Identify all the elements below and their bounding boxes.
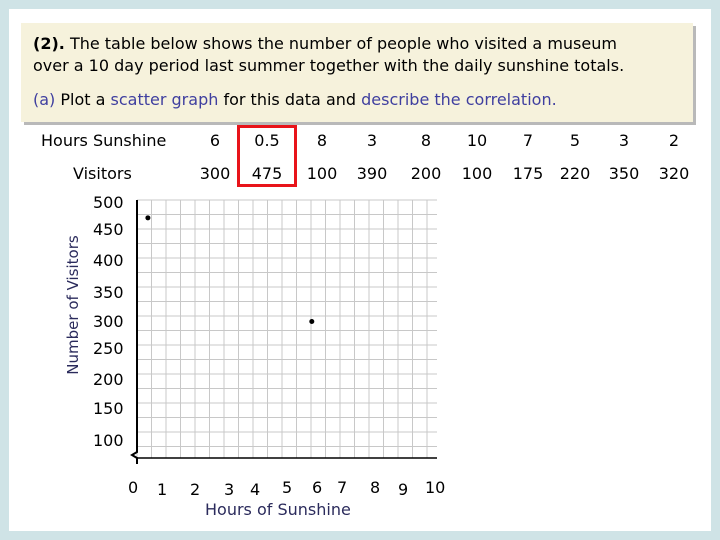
y-tick-label: 200 bbox=[93, 370, 124, 389]
question-number: (2). bbox=[33, 34, 65, 53]
x-tick-label: 1 bbox=[157, 480, 168, 499]
question-text: (2). The table below shows the number of… bbox=[33, 33, 693, 77]
x-tick-label: 0 bbox=[128, 478, 139, 497]
part-a-describe: describe the correlation. bbox=[361, 90, 557, 109]
scatter-points bbox=[145, 215, 315, 324]
x-tick-label: 8 bbox=[370, 478, 381, 497]
y-tick-label: 400 bbox=[93, 251, 124, 270]
x-tick-label: 2 bbox=[190, 480, 201, 499]
table-cell: 10 bbox=[466, 131, 488, 150]
x-tick-label: 10 bbox=[425, 478, 446, 497]
y-tick-label: 300 bbox=[93, 312, 124, 331]
x-tick-label: 6 bbox=[312, 478, 323, 497]
table-cell: 0.5 bbox=[254, 131, 280, 150]
y-tick-label: 500 bbox=[93, 193, 124, 212]
question-line1: The table below shows the number of peop… bbox=[69, 34, 617, 53]
table-header-visitors: Visitors bbox=[73, 164, 132, 183]
part-a-instruction: (a) Plot a scatter graph for this data a… bbox=[33, 89, 693, 111]
scatter-point bbox=[309, 319, 315, 324]
y-tick-label: 100 bbox=[93, 431, 124, 450]
y-tick-label: 350 bbox=[93, 283, 124, 302]
y-tick-label: 150 bbox=[93, 399, 124, 418]
part-a-mid: for this data and bbox=[223, 90, 357, 109]
table-cell: 8 bbox=[420, 131, 432, 150]
x-tick-label: 7 bbox=[337, 478, 348, 497]
y-tick-label: 250 bbox=[93, 339, 124, 358]
x-tick-label: 9 bbox=[398, 480, 409, 499]
table-cell: 220 bbox=[559, 164, 591, 183]
y-tick-label: 450 bbox=[93, 220, 124, 239]
highlighted-column bbox=[237, 125, 297, 187]
grid-lines bbox=[136, 199, 437, 458]
scatter-point bbox=[145, 215, 151, 221]
table-cell: 200 bbox=[410, 164, 442, 183]
y-axis-title: Number of Visitors bbox=[64, 235, 82, 375]
table-cell: 100 bbox=[461, 164, 493, 183]
table-cell: 350 bbox=[608, 164, 640, 183]
axes-lines bbox=[130, 200, 437, 464]
table-cell: 5 bbox=[569, 131, 581, 150]
part-a-label: (a) bbox=[33, 90, 56, 109]
table-cell: 3 bbox=[618, 131, 630, 150]
table-cell: 8 bbox=[316, 131, 328, 150]
x-axis-title: Hours of Sunshine bbox=[205, 500, 351, 519]
x-tick-label: 3 bbox=[224, 480, 235, 499]
part-a-scatter: scatter graph bbox=[110, 90, 219, 109]
table-cell: 300 bbox=[199, 164, 231, 183]
table-cell: 175 bbox=[512, 164, 544, 183]
question-line2: over a 10 day period last summer togethe… bbox=[33, 56, 625, 75]
y-axis-line bbox=[130, 200, 138, 464]
table-cell: 475 bbox=[251, 164, 283, 183]
question-box bbox=[21, 23, 693, 122]
table-cell: 100 bbox=[306, 164, 338, 183]
x-tick-label: 5 bbox=[282, 478, 293, 497]
table-cell: 2 bbox=[668, 131, 680, 150]
table-cell: 390 bbox=[356, 164, 388, 183]
table-cell: 7 bbox=[522, 131, 534, 150]
x-tick-label: 4 bbox=[250, 480, 261, 499]
table-header-sunshine: Hours Sunshine bbox=[41, 131, 167, 150]
table-cell: 320 bbox=[658, 164, 690, 183]
part-a-plot: Plot a bbox=[60, 90, 106, 109]
table-cell: 6 bbox=[209, 131, 221, 150]
table-cell: 3 bbox=[366, 131, 378, 150]
